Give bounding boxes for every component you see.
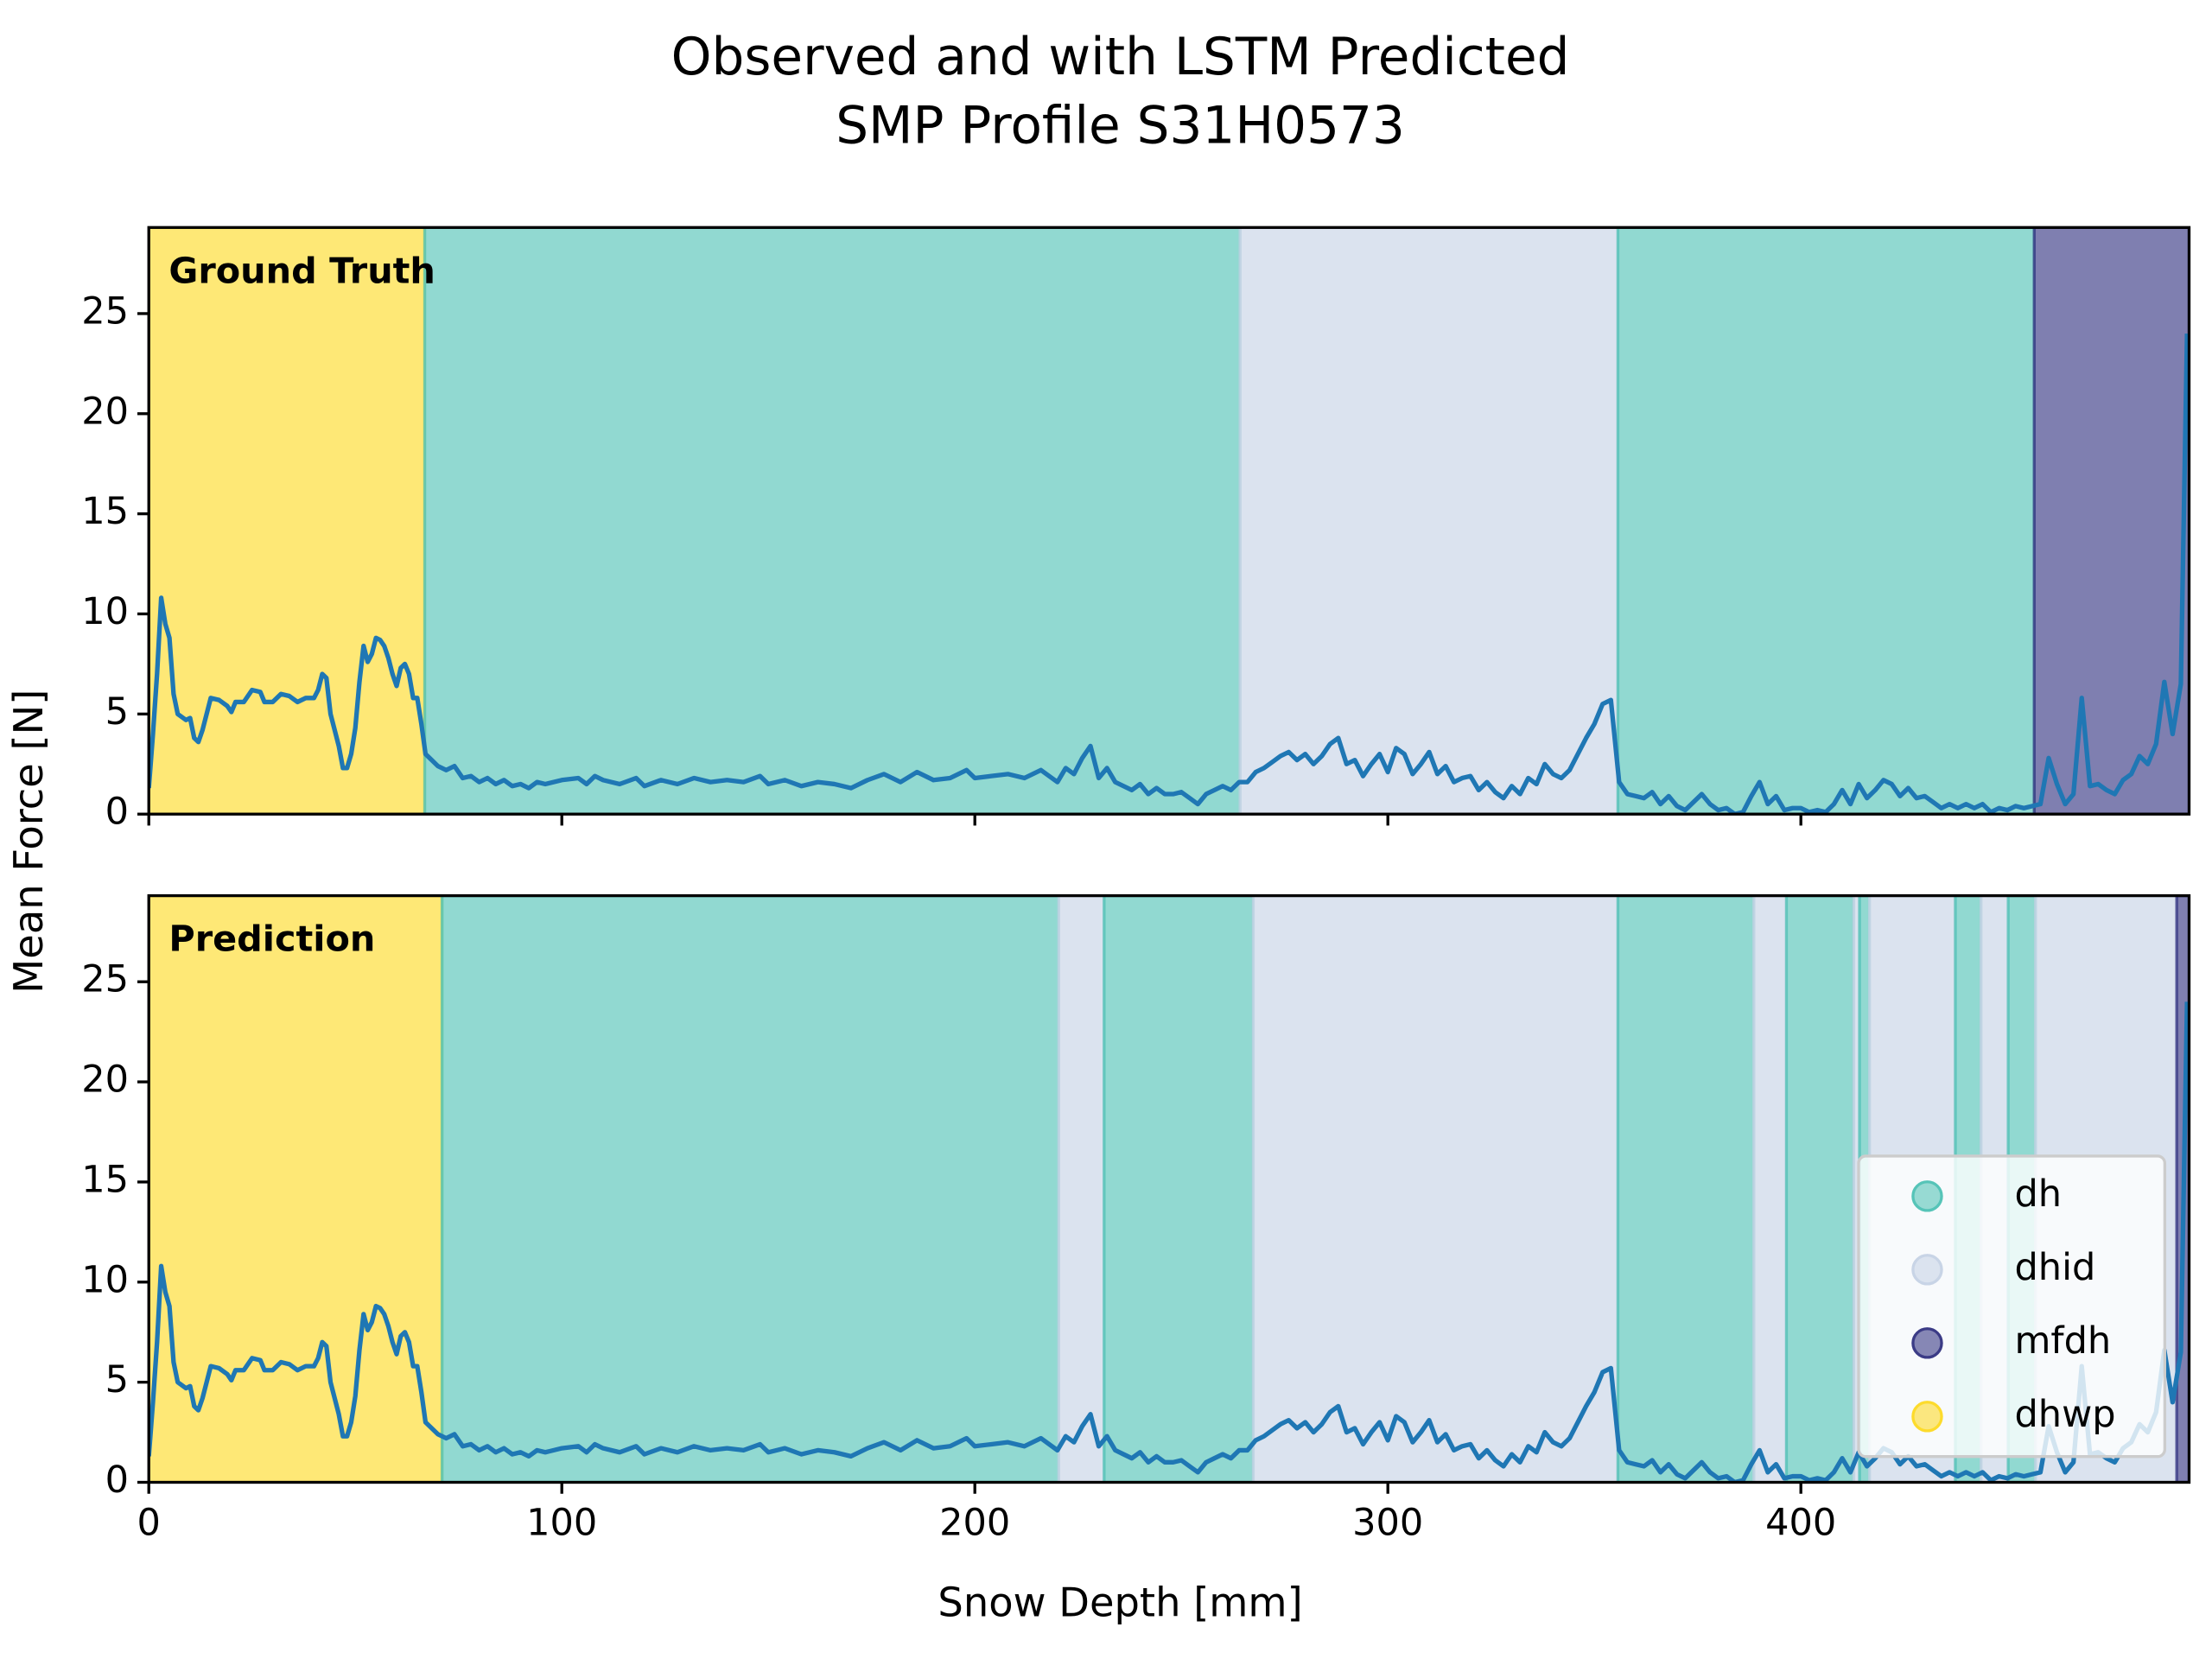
- x-tick-label: 100: [526, 1502, 597, 1545]
- y-tick-label: 20: [81, 390, 129, 433]
- x-tick-label: 200: [939, 1502, 1010, 1545]
- y-tick-label: 25: [81, 958, 129, 1001]
- layer-span: [2032, 227, 2190, 815]
- legend-label: dh: [2014, 1173, 2062, 1216]
- layer-span: [1784, 895, 1856, 1483]
- layer-span: [423, 227, 1242, 815]
- x-tick-label: 400: [1765, 1502, 1836, 1545]
- legend-box: [1857, 1154, 2167, 1459]
- y-tick-label: 5: [105, 1358, 129, 1402]
- x-tick-label: 300: [1352, 1502, 1423, 1545]
- chart-subtitle: SMP Profile S31H0573: [836, 97, 1405, 156]
- layer-span: [149, 227, 427, 815]
- legend-marker: [1911, 1254, 1943, 1286]
- layer-span: [440, 895, 1060, 1483]
- y-tick-label: 25: [81, 289, 129, 333]
- y-tick-label: 15: [81, 1158, 129, 1201]
- force-line: [149, 334, 2190, 815]
- y-tick-label: 0: [105, 791, 129, 834]
- legend-label: mfdh: [2014, 1319, 2111, 1363]
- layer-span: [1251, 895, 1620, 1483]
- y-tick-label: 20: [81, 1058, 129, 1102]
- legend-marker: [1911, 1401, 1943, 1433]
- panel-label: Ground Truth: [168, 250, 435, 291]
- y-tick-label: 0: [105, 1459, 129, 1502]
- y-axis-label: Mean Force [N]: [5, 690, 52, 994]
- y-tick-label: 10: [81, 1258, 129, 1301]
- layer-span: [1238, 227, 1620, 815]
- panel: [149, 227, 2190, 815]
- panel: [149, 895, 2190, 1483]
- y-tick-label: 15: [81, 490, 129, 533]
- x-tick-label: 0: [137, 1502, 161, 1545]
- legend-marker: [1911, 1180, 1943, 1212]
- y-tick-label: 10: [81, 590, 129, 633]
- legend-marker: [1911, 1327, 1943, 1359]
- legend-label: dhid: [2014, 1246, 2095, 1289]
- y-tick-label: 5: [105, 690, 129, 734]
- chart-title: Observed and with LSTM Predicted: [671, 28, 1570, 87]
- layer-span: [1616, 895, 1756, 1483]
- panel-label: Prediction: [168, 918, 375, 960]
- layer-span: [1103, 895, 1255, 1483]
- layer-span: [1616, 227, 2036, 815]
- x-axis-label: Snow Depth [mm]: [938, 1579, 1302, 1625]
- layer-span: [1057, 895, 1106, 1483]
- axes-frame: [147, 226, 2191, 816]
- layer-span: [1752, 895, 1789, 1483]
- axes-frame: [147, 893, 2191, 1484]
- legend-label: dhwp: [2014, 1393, 2115, 1436]
